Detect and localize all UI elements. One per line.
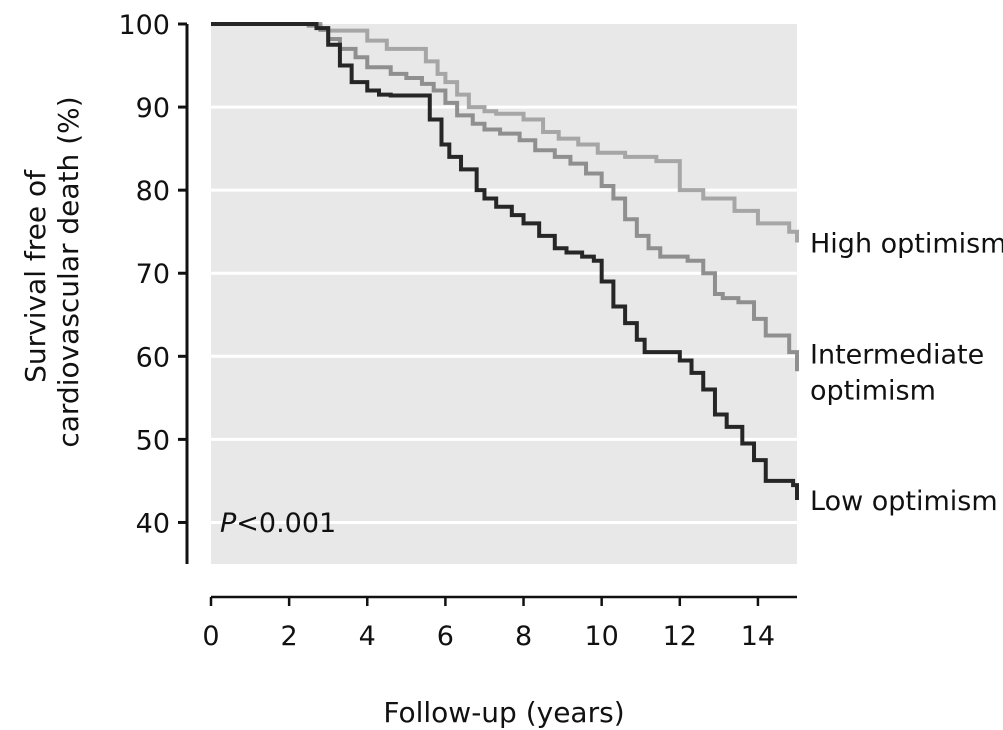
series-label-intermediate-optimism-1: Intermediate <box>810 339 984 370</box>
p-value-italic: P <box>220 508 237 539</box>
p-value-annotation: P<0.001 <box>220 508 336 539</box>
x-axis-title: Follow-up (years) <box>383 696 624 729</box>
y-tick-label-40: 40 <box>136 508 170 539</box>
x-tick-label-0: 0 <box>202 621 219 652</box>
y-axis-title-line-1: Survival free of <box>19 169 52 383</box>
x-tick-label-14: 14 <box>741 621 775 652</box>
gridlines <box>211 105 797 524</box>
y-tick-label-50: 50 <box>136 425 170 456</box>
y-axis-title: Survival free of cardiovascular death (%… <box>19 96 85 447</box>
y-ticks: 40 50 60 70 80 90 100 <box>118 10 187 539</box>
y-tick-label-70: 70 <box>136 259 170 290</box>
series-label-high-optimism: High optimism <box>810 228 1003 259</box>
x-tick-label-8: 8 <box>515 621 532 652</box>
series-line-high-optimism <box>211 22 799 243</box>
x-tick-label-4: 4 <box>359 621 376 652</box>
x-tick-label-6: 6 <box>437 621 454 652</box>
x-ticks: 0 2 4 6 8 10 12 14 <box>202 597 775 652</box>
plot-background <box>211 24 797 564</box>
y-tick-label-80: 80 <box>136 176 170 207</box>
series-label-low-optimism: Low optimism <box>810 486 998 517</box>
y-tick-label-90: 90 <box>136 93 170 124</box>
series-line-low-optimism <box>211 22 799 501</box>
series-labels: High optimism Intermediate optimism Low opt… <box>810 228 1003 517</box>
series-lines <box>211 22 799 501</box>
axes <box>185 24 797 599</box>
series-label-intermediate-optimism-2: optimism <box>810 375 936 406</box>
y-tick-label-60: 60 <box>136 342 170 373</box>
p-value-text: <0.001 <box>236 508 336 539</box>
y-tick-label-100: 100 <box>118 10 170 41</box>
y-axis-title-line-2: cardiovascular death (%) <box>52 96 85 447</box>
x-tick-label-2: 2 <box>281 621 298 652</box>
series-line-intermediate-optimism <box>211 22 799 372</box>
x-tick-label-10: 10 <box>584 621 618 652</box>
x-tick-label-12: 12 <box>663 621 697 652</box>
